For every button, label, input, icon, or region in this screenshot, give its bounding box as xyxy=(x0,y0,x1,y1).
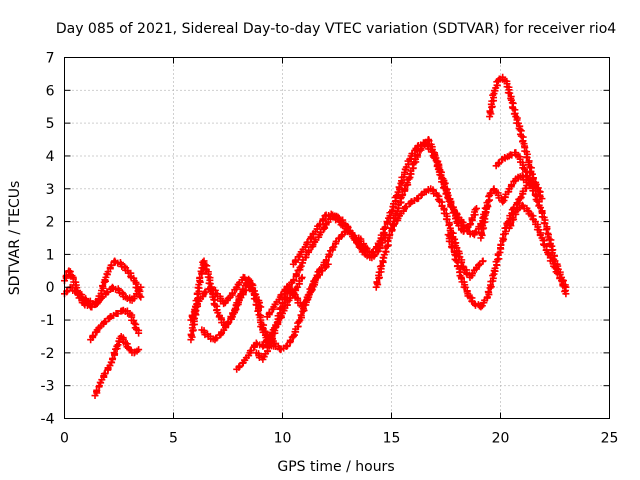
data-point xyxy=(562,290,570,298)
data-point xyxy=(327,210,335,218)
data-point xyxy=(405,175,413,183)
data-series-sat-t xyxy=(492,149,570,298)
y-tick-label: 7 xyxy=(46,51,55,67)
data-point xyxy=(254,307,262,315)
data-series-sat-p xyxy=(444,178,544,311)
data-point xyxy=(475,261,483,269)
plot-frame xyxy=(64,57,610,419)
x-tick-label: 0 xyxy=(60,431,69,447)
data-point xyxy=(120,262,128,270)
data-point xyxy=(93,386,101,394)
data-point xyxy=(296,264,304,272)
data-point xyxy=(114,341,122,349)
data-series-sat-q xyxy=(477,172,531,242)
y-tick-label: 6 xyxy=(46,83,55,99)
data-point xyxy=(489,272,497,280)
data-point xyxy=(201,261,209,269)
data-point xyxy=(136,292,144,300)
data-point xyxy=(187,330,195,338)
data-point xyxy=(135,329,143,337)
x-tick-label: 20 xyxy=(492,431,510,447)
data-point xyxy=(239,285,247,293)
data-point xyxy=(373,278,381,286)
data-point xyxy=(313,271,321,279)
data-series-sat-c xyxy=(87,306,143,344)
data-point xyxy=(413,150,421,158)
data-series-sat-b xyxy=(61,257,145,311)
data-point xyxy=(471,206,479,214)
y-tick-label: -3 xyxy=(41,379,55,395)
data-series-sat-r xyxy=(486,73,546,203)
data-point xyxy=(137,293,145,301)
data-point xyxy=(118,289,126,297)
data-point xyxy=(486,107,494,115)
data-point xyxy=(512,113,520,121)
data-point xyxy=(196,274,204,282)
y-tick-labels: -4 -3 -2 -1 0 1 2 3 4 5 6 7 xyxy=(41,51,55,428)
data-point xyxy=(479,257,487,265)
data-point xyxy=(99,282,107,290)
data-point xyxy=(516,195,524,203)
data-point xyxy=(113,342,121,350)
data-point xyxy=(499,198,507,206)
data-point xyxy=(473,204,481,212)
x-tick-label: 15 xyxy=(383,431,401,447)
data-point xyxy=(297,262,305,270)
y-tick-label: 0 xyxy=(46,280,55,296)
data-point xyxy=(197,267,205,275)
data-point xyxy=(484,288,492,296)
data-point xyxy=(506,89,514,97)
data-point xyxy=(448,244,456,252)
data-point xyxy=(477,303,485,311)
data-point xyxy=(471,229,479,237)
data-point xyxy=(297,311,305,319)
y-tick-label: -1 xyxy=(41,313,55,329)
data-point xyxy=(93,300,101,308)
data-series-sat-j xyxy=(257,227,350,354)
y-tick-label: 1 xyxy=(46,247,55,263)
y-tick-label: 5 xyxy=(46,116,55,132)
y-axis-title: SDTVAR / TECUs xyxy=(7,181,23,296)
data-point xyxy=(500,196,508,204)
data-point xyxy=(135,346,143,354)
data-point xyxy=(325,250,333,258)
axis-ticks xyxy=(64,57,610,419)
chart-title: Day 085 of 2021, Sidereal Day-to-day VTE… xyxy=(56,21,616,37)
y-tick-label: 3 xyxy=(46,182,55,198)
y-tick-label: -4 xyxy=(41,412,55,428)
data-point xyxy=(130,319,138,327)
data-point xyxy=(433,191,441,199)
y-tick-label: 2 xyxy=(46,215,55,231)
data-point xyxy=(442,190,450,198)
data-point xyxy=(231,306,239,314)
data-point xyxy=(378,262,386,270)
x-tick-labels: 0 5 10 15 20 25 xyxy=(60,431,618,447)
data-point xyxy=(244,277,252,285)
x-tick-label: 5 xyxy=(169,431,178,447)
y-tick-label: 4 xyxy=(46,149,55,165)
data-point xyxy=(449,203,457,211)
x-axis-title: GPS time / hours xyxy=(277,459,394,475)
data-marks xyxy=(61,73,570,400)
data-series-sat-d xyxy=(91,332,143,400)
data-point xyxy=(497,241,505,249)
x-tick-label: 10 xyxy=(274,431,292,447)
data-point xyxy=(395,183,403,191)
data-point xyxy=(386,231,394,239)
y-tick-label: -2 xyxy=(41,346,55,362)
x-tick-label: 25 xyxy=(601,431,619,447)
data-point xyxy=(289,332,297,340)
data-point xyxy=(329,244,337,252)
data-series-sat-l xyxy=(289,210,389,268)
data-point xyxy=(298,273,306,281)
data-point xyxy=(477,228,485,236)
data-point xyxy=(542,226,550,234)
data-point xyxy=(110,349,118,357)
